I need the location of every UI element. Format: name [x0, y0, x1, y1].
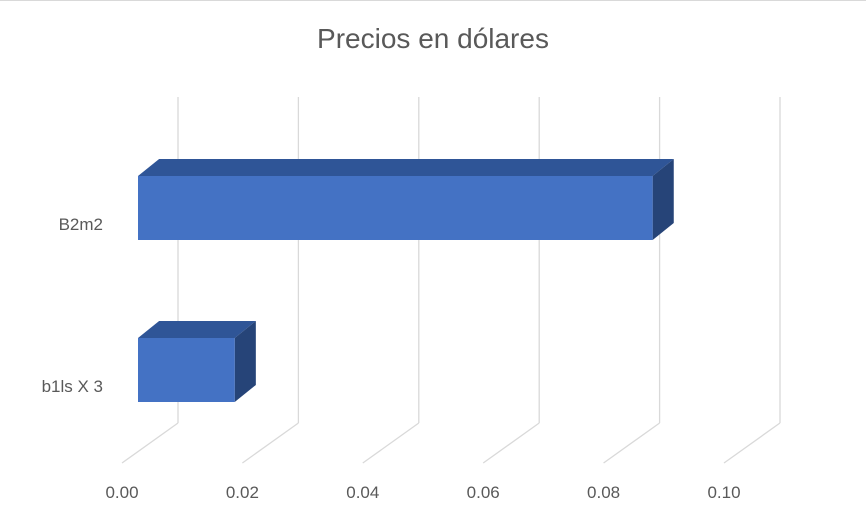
floor-gridline: [723, 422, 781, 464]
floor-gridline: [121, 422, 179, 464]
floor-gridline: [482, 422, 540, 464]
bar: [138, 176, 653, 240]
x-tick-label: 0.10: [707, 483, 740, 502]
bars: [138, 159, 674, 402]
x-tick-label: 0.08: [587, 483, 620, 502]
x-axis-ticks: 0.00 0.02 0.04 0.06 0.08 0.10: [105, 483, 740, 502]
category-label: b1ls X 3: [42, 377, 103, 396]
x-tick-label: 0.00: [105, 483, 138, 502]
category-label: B2m2: [59, 215, 103, 234]
bar-side-face: [652, 159, 674, 240]
x-tick-label: 0.06: [467, 483, 500, 502]
floor-gridline: [603, 422, 660, 464]
bar-side-face: [234, 321, 256, 402]
x-tick-label: 0.02: [226, 483, 259, 502]
bar: [138, 338, 235, 402]
category-labels: B2m2 b1ls X 3: [42, 215, 103, 396]
chart-title: Precios en dólares: [317, 23, 549, 54]
bar-top-face: [138, 159, 674, 176]
bar-top-face: [138, 321, 256, 338]
floor-gridline: [362, 422, 420, 464]
floor-gridline: [242, 422, 299, 464]
gridlines: [121, 97, 781, 464]
x-tick-label: 0.04: [346, 483, 379, 502]
